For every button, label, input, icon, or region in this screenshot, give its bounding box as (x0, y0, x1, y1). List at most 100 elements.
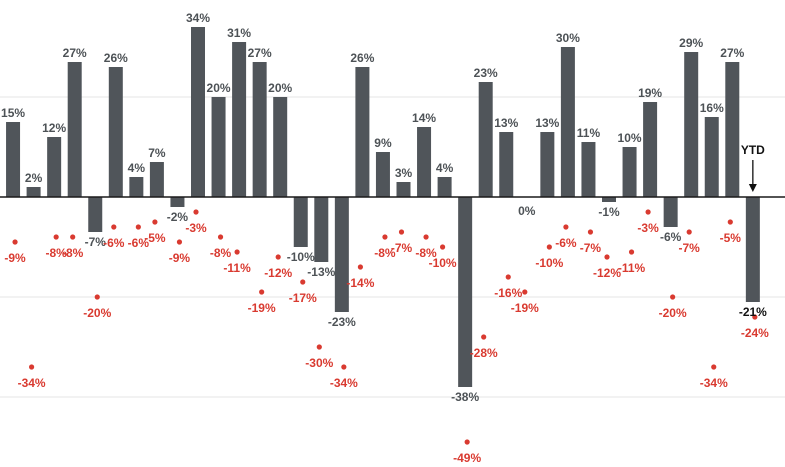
bar (252, 62, 267, 197)
bar-value-label: 15% (1, 106, 25, 120)
dot-value-label: -34% (330, 376, 358, 390)
dot-value-label: -6% (103, 236, 125, 250)
bar (293, 197, 308, 247)
bar-value-label: 0% (518, 204, 536, 218)
drawdown-dot (275, 254, 281, 260)
drawdown-dot (176, 239, 183, 245)
bar (273, 97, 288, 197)
bar (540, 132, 555, 197)
bar (334, 197, 349, 312)
dot-value-label: -7% (580, 241, 602, 255)
ytd-marker: YTD (741, 143, 765, 192)
bar (499, 132, 514, 197)
dot-value-label: -34% (700, 376, 728, 390)
dot-value-label: -10% (535, 256, 563, 270)
bar (26, 187, 41, 197)
drawdown-dot (398, 229, 405, 235)
bar-value-label: -6% (660, 230, 682, 244)
dot-value-label: -3% (637, 221, 659, 235)
bar-value-label: 34% (186, 11, 210, 25)
bar (149, 162, 164, 197)
bar (232, 42, 247, 197)
dot-labels: -9%-34%-8%-8%-20%-6% -6%-5%-9%-3%-8%-11%-… (4, 221, 769, 465)
bar-value-label: -10% (287, 250, 315, 264)
dot-value-label: -8% (210, 246, 232, 260)
dot-value-label: -5% (144, 231, 166, 245)
bar-value-label: 27% (248, 46, 272, 60)
dot-value-label: -8% (62, 246, 84, 260)
bar-value-label: 2% (25, 171, 43, 185)
dot-value-label: -8% (415, 246, 437, 260)
bar (684, 52, 699, 197)
drawdown-dot (12, 239, 18, 245)
bar-value-label: 9% (374, 136, 392, 150)
drawdown-dot (587, 229, 594, 235)
bar (581, 142, 596, 197)
drawdown-dot (752, 314, 758, 320)
bar-value-label: 16% (700, 101, 724, 115)
bar (170, 197, 185, 207)
drawdown-dot (382, 234, 388, 240)
drawdown-dot (423, 234, 429, 240)
drawdown-dot (341, 364, 347, 370)
dot-value-label: -10% (429, 256, 457, 270)
dot-value-label: -8% (45, 246, 67, 260)
bar-value-label: 20% (207, 81, 231, 95)
bar-value-label: -2% (167, 210, 189, 224)
bar-value-label: 23% (474, 66, 498, 80)
drawdown-dot (464, 439, 470, 445)
dot-value-label: -9% (169, 251, 191, 265)
bar-value-label: 26% (350, 51, 374, 65)
dot-value-label: -5% (720, 231, 742, 245)
gridlines (0, 96, 785, 398)
dot-value-label: -49% (453, 451, 481, 465)
bar-value-label: -23% (328, 315, 356, 329)
bar-value-label: 3% (395, 166, 413, 180)
dot-value-label: -6% (128, 236, 150, 250)
dot-value-label: -7% (679, 241, 701, 255)
dot-value-label: -19% (248, 301, 276, 315)
drawdown-dot (670, 294, 676, 300)
bar (191, 27, 205, 197)
drawdown-dot (727, 219, 733, 225)
bar (725, 62, 740, 197)
drawdown-dot (645, 209, 651, 215)
bar (437, 177, 452, 197)
drawdown-dot (111, 224, 117, 230)
drawdown-dot (259, 289, 265, 295)
bar-value-label: 27% (720, 46, 744, 60)
drawdown-dot (563, 224, 569, 230)
bar (375, 152, 390, 197)
dot-value-label: -3% (185, 221, 207, 235)
bar (314, 197, 329, 262)
bar (88, 197, 103, 232)
drawdown-dot (481, 334, 487, 340)
drawdown-dot (234, 249, 240, 255)
dot-value-label: -14% (346, 276, 374, 290)
dot-value-label: -11% (223, 261, 251, 275)
bar (622, 147, 637, 197)
bar-labels: 15%2%12%27%-7%26%4%7%-2%34%20%31%27%20%-… (1, 11, 767, 404)
dot-value-label: -16% (494, 286, 522, 300)
bar-value-label: -1% (598, 205, 620, 219)
bar-value-label: 13% (494, 116, 518, 130)
bar-value-label: 31% (227, 26, 251, 40)
dot-value-label: -12% (264, 266, 292, 280)
bar-value-label: 20% (268, 81, 292, 95)
ytd-arrow-head-icon (748, 184, 757, 192)
bar (458, 197, 473, 387)
bar-value-label: -13% (307, 265, 335, 279)
bar (396, 182, 411, 197)
bar-value-label: 29% (679, 36, 703, 50)
dots (12, 209, 758, 445)
drawdown-dot (357, 264, 363, 270)
dot-value-label: -12% (593, 266, 621, 280)
drawdown-dot (29, 364, 35, 370)
bar-value-label: 30% (556, 31, 580, 45)
bar (663, 197, 678, 227)
drawdown-dot (193, 209, 199, 215)
bar-value-label: 14% (412, 111, 436, 125)
bar (417, 127, 432, 197)
bar-value-label: 4% (436, 161, 454, 175)
